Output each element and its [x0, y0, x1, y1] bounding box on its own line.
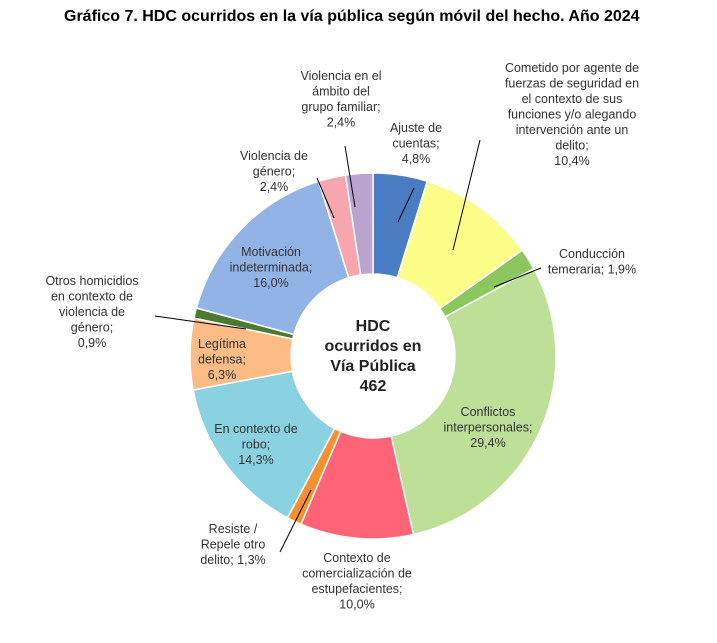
leader-line-11	[316, 177, 335, 219]
leader-line-12	[344, 145, 356, 208]
leader-line-6	[279, 489, 312, 553]
slice-10	[195, 180, 350, 336]
slice-7	[192, 370, 336, 519]
slice-label-6: Resiste / Repele otro delito; 1,3%	[200, 522, 265, 567]
leader-line-9	[154, 315, 247, 330]
center-label: HDC ocurridos en Vía Pública 462	[325, 318, 422, 395]
slice-label-1: Ajuste de cuentas; 4,8%	[390, 121, 442, 166]
slice-label-10: Motivación indeterminada; 16,0%	[230, 245, 313, 290]
slice-label-5: Contexto de comercialización de estupefaci…	[302, 551, 412, 612]
slice-label-8: Legítima defensa; 6,3%	[198, 337, 246, 382]
slice-4	[390, 267, 557, 536]
leader-line-1	[397, 187, 415, 223]
slice-label-3: Conducción temeraria; 1,9%	[548, 247, 636, 277]
leader-line-2	[452, 139, 481, 251]
chart-title: Gráfico 7. HDC ocurridos en la vía públi…	[64, 8, 640, 25]
slice-12	[344, 172, 374, 276]
leader-line-3	[493, 267, 542, 288]
slice-label-11: Violencia de género; 2,4%	[240, 149, 308, 194]
slice-label-4: Conflictos interpersonales; 29,4%	[444, 405, 533, 450]
slice-label-9: Otros homicidios en contexto de violencia …	[45, 274, 138, 350]
slice-label-7: En contexto de robo; 14,3%	[214, 422, 297, 467]
slice-label-2: Cometido por agente de fuerzas de segurid…	[505, 61, 639, 168]
slice-label-12: Violencia en el ámbito del grupo familiar;…	[300, 69, 381, 130]
